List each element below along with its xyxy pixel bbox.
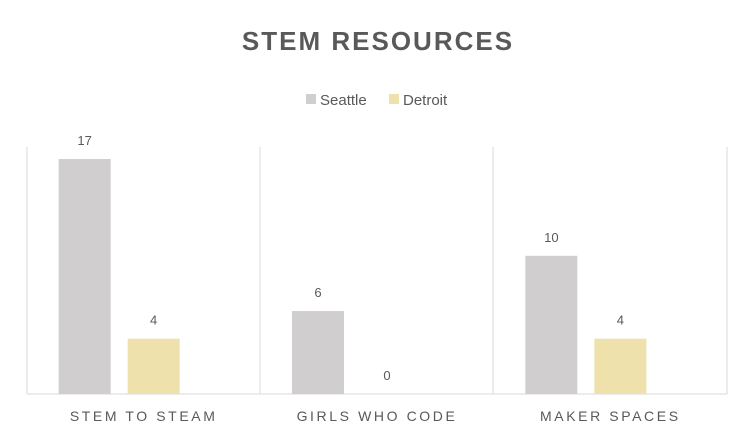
chart-title: STEM RESOURCES bbox=[242, 26, 514, 56]
category-label-maker-spaces: MAKER SPACES bbox=[540, 408, 681, 424]
bars bbox=[58, 159, 647, 394]
bar-seattle-maker-spaces bbox=[525, 255, 578, 394]
category-label-stem-to-steam: STEM TO STEAM bbox=[70, 408, 218, 424]
legend-label-seattle: Seattle bbox=[320, 92, 367, 109]
data-label-seattle-girls-who-code: 6 bbox=[314, 285, 321, 300]
data-label-seattle-stem-to-steam: 17 bbox=[77, 133, 91, 148]
category-labels: STEM TO STEAM GIRLS WHO CODE MAKER SPACES bbox=[70, 408, 681, 424]
legend-swatch-seattle bbox=[306, 94, 316, 104]
plot-area: 17 4 6 0 10 4 STEM TO STEAM GIRLS WHO CODE MAKE… bbox=[26, 133, 728, 424]
data-labels: 17 4 6 0 10 4 bbox=[77, 133, 624, 383]
bar-detroit-stem-to-steam bbox=[127, 338, 180, 394]
legend-swatch-detroit bbox=[389, 94, 399, 104]
data-label-detroit-stem-to-steam: 4 bbox=[150, 313, 157, 328]
bar-seattle-stem-to-steam bbox=[58, 159, 111, 394]
data-label-detroit-maker-spaces: 4 bbox=[617, 313, 624, 328]
bar-detroit-maker-spaces bbox=[594, 338, 647, 394]
bar-seattle-girls-who-code bbox=[292, 311, 344, 394]
legend: Seattle Detroit bbox=[306, 92, 448, 109]
data-label-detroit-girls-who-code: 0 bbox=[383, 368, 390, 383]
legend-label-detroit: Detroit bbox=[403, 92, 448, 109]
data-label-seattle-maker-spaces: 10 bbox=[544, 230, 558, 245]
category-label-girls-who-code: GIRLS WHO CODE bbox=[297, 408, 458, 424]
